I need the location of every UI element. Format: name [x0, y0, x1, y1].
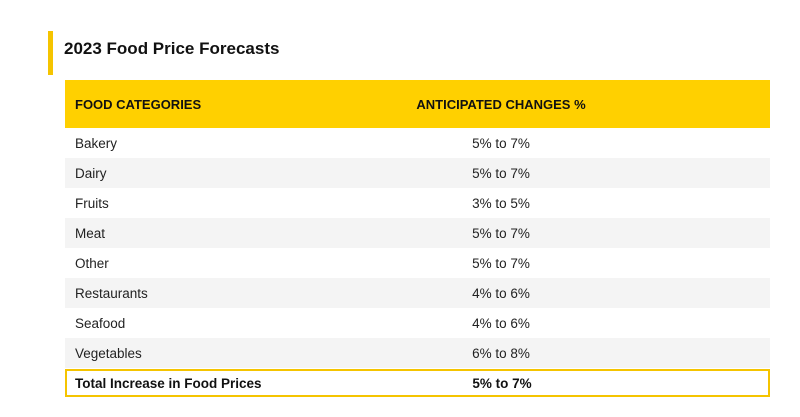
title-block: 2023 Food Price Forecasts [48, 31, 279, 75]
row-category: Meat [75, 225, 106, 241]
row-change: 5% to 7% [472, 165, 530, 181]
row-change: 3% to 5% [472, 195, 530, 211]
row-category: Fruits [75, 195, 109, 211]
row-category: Restaurants [75, 285, 148, 301]
title-accent-bar [48, 31, 53, 75]
row-category: Vegetables [75, 345, 142, 361]
page-title: 2023 Food Price Forecasts [64, 39, 280, 58]
row-category: Other [75, 255, 109, 271]
table-header-row: FOOD CATEGORIES ANTICIPATED CHANGES % [65, 80, 770, 128]
total-change: 5% to 7% [472, 375, 532, 391]
row-change: 5% to 7% [472, 225, 530, 241]
header-food-categories: FOOD CATEGORIES [75, 96, 202, 112]
table-row: Seafood 4% to 6% [65, 308, 770, 338]
row-change: 4% to 6% [472, 285, 530, 301]
table-row: Vegetables 6% to 8% [65, 338, 770, 368]
total-row: Total Increase in Food Prices 5% to 7% [65, 369, 770, 397]
table-row: Restaurants 4% to 6% [65, 278, 770, 308]
row-category: Seafood [75, 315, 126, 331]
header-anticipated-changes: ANTICIPATED CHANGES % [416, 96, 586, 112]
row-change: 5% to 7% [472, 135, 530, 151]
table-row: Fruits 3% to 5% [65, 188, 770, 218]
row-category: Bakery [75, 135, 118, 151]
row-category: Dairy [75, 165, 107, 181]
forecast-table: FOOD CATEGORIES ANTICIPATED CHANGES % Ba… [65, 80, 770, 397]
row-change: 5% to 7% [472, 255, 530, 271]
table-row: Other 5% to 7% [65, 248, 770, 278]
row-change: 6% to 8% [472, 345, 530, 361]
table-row: Bakery 5% to 7% [65, 128, 770, 158]
total-label: Total Increase in Food Prices [75, 375, 262, 391]
table-row: Meat 5% to 7% [65, 218, 770, 248]
row-change: 4% to 6% [472, 315, 530, 331]
table-row: Dairy 5% to 7% [65, 158, 770, 188]
